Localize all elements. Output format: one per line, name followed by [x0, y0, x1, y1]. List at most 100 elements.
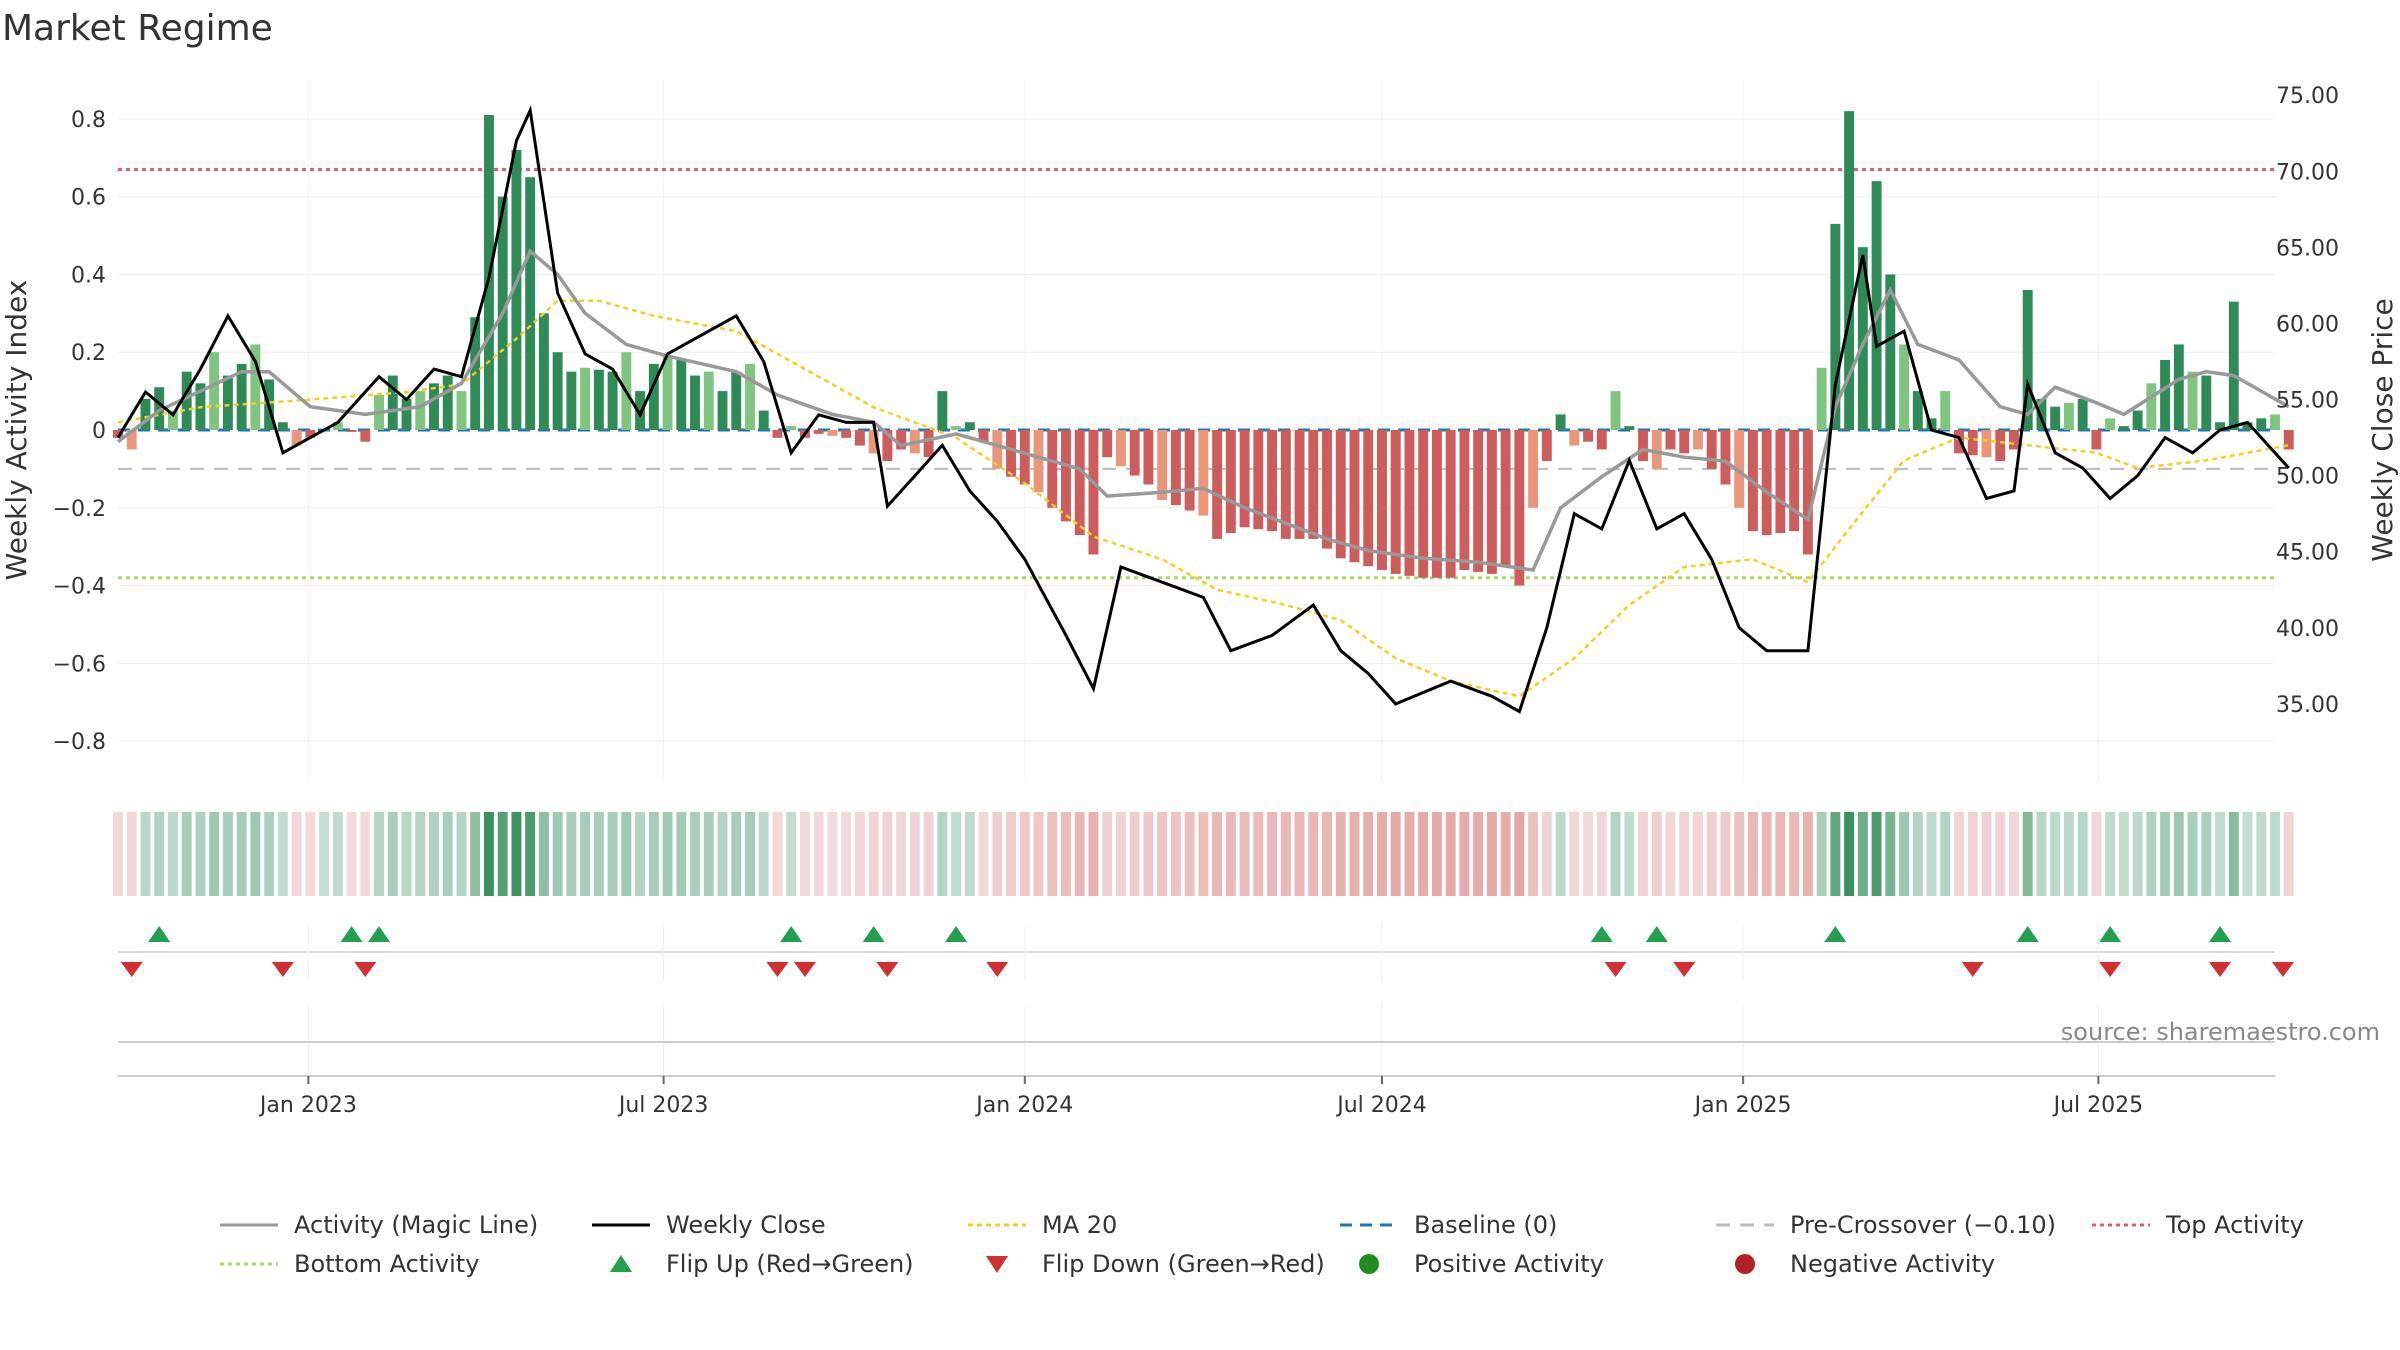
activity-bar: [951, 426, 962, 430]
y-left-tick-label: −0.8: [53, 730, 106, 755]
regime-strip-cell: [1940, 812, 1951, 896]
regime-strip-cell: [113, 812, 123, 896]
y-left-tick-label: −0.2: [53, 497, 106, 522]
flip-up-marker: [2099, 926, 2122, 942]
activity-bar: [1954, 430, 1964, 454]
regime-strip-cell: [1212, 812, 1223, 896]
activity-bar: [2228, 301, 2239, 430]
activity-bar: [1006, 430, 1016, 477]
activity-bar: [2036, 398, 2047, 430]
legend-swatch: [1359, 1254, 1379, 1274]
regime-strip-cell: [140, 812, 151, 896]
regime-strip-cell: [1583, 812, 1594, 896]
activity-bar: [2105, 418, 2116, 430]
activity-bar: [168, 410, 178, 430]
regime-strip-cell: [745, 812, 755, 896]
regime-strip-cell: [758, 812, 769, 896]
activity-bar: [1418, 430, 1429, 578]
flip-panel: [118, 925, 2294, 980]
activity-bar: [1679, 430, 1690, 454]
regime-strip-cell: [1129, 812, 1140, 896]
activity-bar: [1019, 430, 1030, 485]
regime-strip-cell: [552, 812, 563, 896]
regime-strip-cell: [1885, 812, 1896, 896]
regime-strip-cell: [731, 812, 742, 896]
regime-strip-cell: [909, 812, 920, 896]
regime-strip-cell: [607, 812, 618, 896]
flip-down-marker: [1673, 962, 1696, 977]
activity-bar: [1555, 414, 1566, 430]
regime-strip-cell: [992, 812, 1003, 896]
activity-bar: [1912, 391, 1923, 430]
regime-strip-cell: [813, 812, 824, 896]
regime-strip-cell: [1816, 812, 1827, 896]
regime-strip-cell: [2022, 812, 2033, 896]
activity-bar: [1129, 430, 1140, 476]
activity-bar: [1775, 430, 1786, 534]
activity-bar: [387, 375, 398, 430]
regime-strip-cell: [1445, 812, 1456, 896]
regime-strip-cell: [896, 812, 907, 896]
activity-bar: [1390, 430, 1401, 574]
regime-strip-cell: [1954, 812, 1964, 896]
activity-bar: [1500, 430, 1511, 567]
activity-bar: [401, 398, 412, 430]
regime-strip-cell: [841, 812, 852, 896]
activity-bar: [209, 352, 220, 430]
regime-strip-cell: [1404, 812, 1415, 896]
regime-strip-cell: [648, 812, 659, 896]
regime-strip-cell: [1541, 812, 1552, 896]
weekly-close-line: [116, 105, 2290, 714]
activity-bar: [868, 430, 879, 454]
y-left-tick-label: −0.4: [53, 575, 106, 600]
activity-bar: [525, 177, 536, 430]
y-axis-right-label: Weekly Close Price: [2366, 298, 2399, 561]
activity-bar: [1239, 430, 1250, 528]
regime-strip-cell: [2187, 812, 2198, 896]
regime-strip-cell: [1486, 812, 1497, 896]
y-left-tick-label: 0.6: [71, 186, 106, 211]
activity-bar: [566, 371, 577, 430]
legend-swatch: [610, 1255, 632, 1272]
activity-bar: [2160, 360, 2171, 430]
activity-bar: [813, 430, 824, 434]
legend-label: Positive Activity: [1414, 1250, 1604, 1278]
activity-bar: [1624, 426, 1635, 430]
activity-bar: [1308, 430, 1319, 539]
activity-bar: [1033, 430, 1044, 493]
activity-bar: [772, 430, 783, 438]
regime-strip-cell: [1514, 812, 1525, 896]
legend-item: Weekly Close: [592, 1211, 826, 1239]
flip-up-marker: [1645, 926, 1668, 942]
y-left-tick-label: −0.6: [53, 652, 106, 677]
main-panel: 0.8 0.6 0.4 0.2 0 −0.2 −0.4 −0.6 −0.8 75.00 70.00…: [53, 80, 2339, 780]
regime-strip-cell: [2036, 812, 2047, 896]
activity-bar: [1322, 430, 1332, 549]
y-right-tick-label: 75.00: [2276, 84, 2339, 109]
regime-strip-cell: [1377, 812, 1387, 896]
regime-strip-cell: [250, 812, 261, 896]
regime-strip-cell: [1074, 812, 1085, 896]
flip-down-marker: [2272, 962, 2294, 977]
regime-strip-cell: [1047, 812, 1058, 896]
regime-strip-cell: [937, 812, 948, 896]
regime-strip-cell: [1322, 812, 1332, 896]
activity-bar: [1143, 430, 1154, 485]
activity-bar: [854, 430, 865, 446]
activity-bar: [126, 430, 137, 450]
flip-down-marker: [1604, 962, 1627, 977]
regime-strip-cell: [126, 812, 137, 896]
legend-item: Negative Activity: [1735, 1250, 1995, 1278]
regime-strip-cell: [181, 812, 192, 896]
regime-strip-cell: [868, 812, 879, 896]
regime-strip-cell: [854, 812, 865, 896]
regime-strip-cell: [1363, 812, 1374, 896]
activity-bar: [1789, 430, 1800, 532]
activity-bar: [1734, 430, 1745, 508]
activity-bar: [593, 369, 604, 430]
regime-strip-cell: [1555, 812, 1566, 896]
activity-bar: [154, 387, 165, 430]
regime-strip-cell: [1280, 812, 1291, 896]
regime-strip-cell: [1528, 812, 1539, 896]
regime-strip-cell: [1720, 812, 1731, 896]
